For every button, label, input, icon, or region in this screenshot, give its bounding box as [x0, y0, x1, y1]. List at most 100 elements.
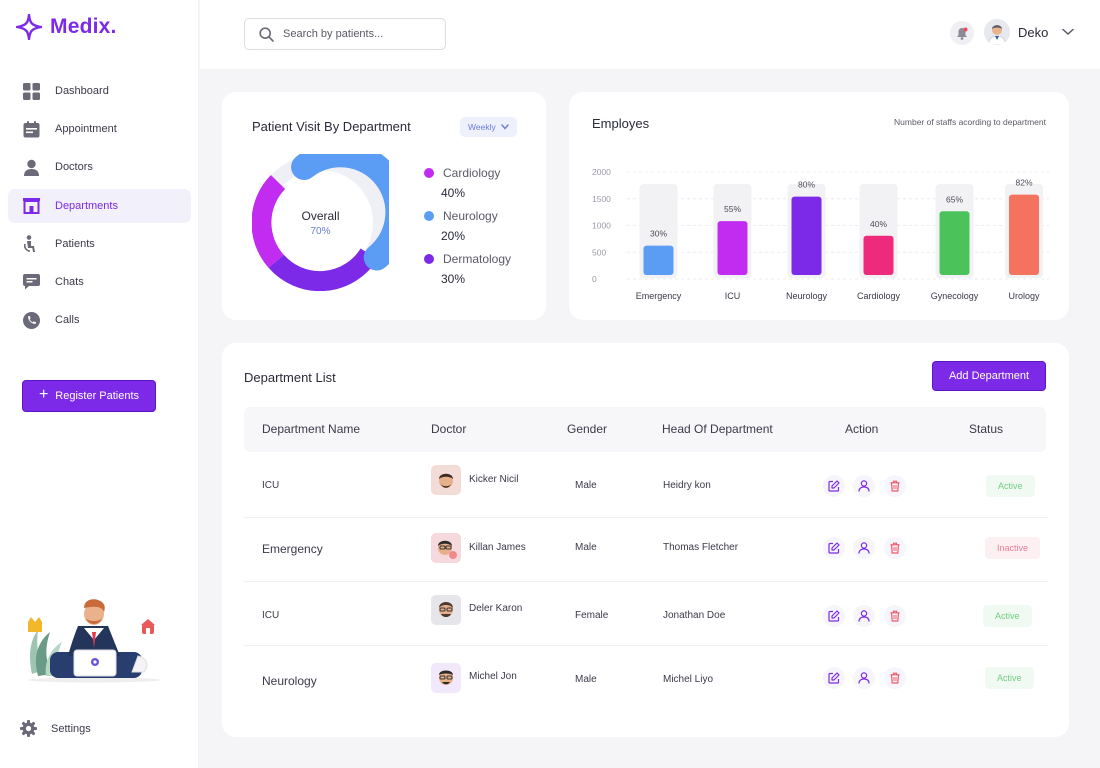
legend-value: 20% [441, 229, 466, 243]
sidebar-item-label: Dashboard [55, 85, 109, 97]
department-name: ICU [262, 610, 280, 621]
x-tick-label: Emergency [636, 291, 682, 301]
doctor-avatar [431, 533, 461, 563]
sidebar-item-label: Calls [55, 314, 80, 327]
gender: Male [575, 674, 597, 685]
view-profile-button[interactable] [853, 667, 875, 689]
status-badge: Active [986, 475, 1035, 497]
edit-icon [828, 610, 840, 622]
edit-button[interactable] [823, 605, 845, 627]
bar-neurology [791, 196, 822, 275]
legend-item-dermatology: Dermatology 30% [424, 252, 511, 286]
trash-icon [890, 542, 900, 554]
delete-button[interactable] [884, 605, 906, 627]
table-row[interactable]: ICU Deler Karon Female Jonathan Doe Acti… [244, 582, 1048, 646]
notification-button[interactable] [950, 21, 974, 45]
table-row[interactable]: Neurology Michel Jon Male Michel Liyo Ac… [244, 646, 1048, 710]
legend-dot [424, 211, 434, 221]
user-icon [22, 158, 40, 176]
settings-label: Settings [51, 722, 91, 735]
x-tick-label: Neurology [786, 291, 828, 301]
legend-dot [424, 254, 434, 264]
column-header[interactable]: Department Name [262, 422, 361, 436]
delete-button[interactable] [884, 537, 906, 559]
sidebar-item-calls[interactable]: Calls [8, 303, 191, 337]
top-header: Deko [200, 0, 1100, 69]
sidebar-item-label: Appointment [55, 123, 117, 136]
card-subtitle: Number of staffs acording to department [894, 117, 1046, 127]
sidebar-item-departments[interactable]: Departments [8, 188, 191, 223]
search-icon [259, 26, 274, 42]
head-of-department: Michel Liyo [663, 674, 714, 685]
delete-button[interactable] [884, 475, 906, 497]
column-header[interactable]: Gender [567, 422, 608, 436]
bar-cardiology [863, 235, 894, 275]
bar-emergency [643, 245, 674, 275]
weekly-filter-dropdown[interactable]: Weekly [460, 117, 517, 137]
settings-item[interactable]: Settings [20, 720, 91, 737]
x-tick-label: Urology [1008, 291, 1040, 301]
logo[interactable]: Medix. [16, 14, 117, 40]
gear-icon [20, 720, 37, 737]
donut-slice-neurology [291, 154, 389, 271]
patient-icon [22, 235, 40, 253]
doctor-avatar [431, 465, 461, 495]
status-badge: Inactive [985, 537, 1041, 559]
avatar [984, 19, 1010, 45]
y-tick-label: 500 [592, 247, 606, 257]
filter-label: Weekly [468, 122, 496, 132]
legend-item-cardiology: Cardiology 40% [424, 166, 511, 200]
table-row[interactable]: Emergency Killan James Male Thomas Fletc… [244, 518, 1048, 582]
delete-button[interactable] [884, 667, 906, 689]
user-outline-icon [858, 542, 870, 554]
card-title: Department List [244, 370, 336, 385]
calendar-icon [22, 120, 40, 138]
gender: Male [575, 542, 597, 553]
register-patients-button[interactable]: + Register Patients [22, 380, 156, 412]
doctor-avatar [431, 595, 461, 625]
sidebar-item-doctors[interactable]: Doctors [8, 150, 191, 184]
column-header[interactable]: Head Of Department [662, 422, 773, 436]
sidebar-item-appointment[interactable]: Appointment [8, 112, 191, 146]
column-header[interactable]: Doctor [431, 422, 467, 436]
user-outline-icon [858, 610, 870, 622]
search-input[interactable] [283, 28, 433, 40]
head-of-department: Thomas Fletcher [663, 542, 739, 553]
edit-icon [828, 542, 840, 554]
gender: Female [575, 610, 609, 621]
view-profile-button[interactable] [853, 537, 875, 559]
search-box[interactable] [244, 18, 446, 50]
register-patients-label: Register Patients [55, 390, 140, 402]
user-menu[interactable]: Deko [984, 19, 1075, 45]
sidebar: Medix. Dashboard Appointment Doctors Dep… [0, 0, 199, 768]
table-row[interactable]: ICU Kicker Nicil Male Heidry kon Active [244, 454, 1048, 518]
column-header[interactable]: Action [845, 422, 879, 436]
edit-icon [828, 672, 840, 684]
column-header[interactable]: Status [969, 422, 1004, 436]
x-tick-label: Gynecology [931, 291, 979, 301]
trash-icon [890, 480, 900, 492]
x-tick-label: Cardiology [857, 291, 901, 301]
doctor-name: Kicker Nicil [469, 474, 519, 485]
view-profile-button[interactable] [853, 475, 875, 497]
chevron-down-icon [1062, 28, 1075, 36]
edit-button[interactable] [823, 667, 845, 689]
sidebar-item-label: Patients [55, 237, 95, 250]
add-department-button[interactable]: Add Department [932, 361, 1046, 391]
bar-value-label: 30% [650, 229, 667, 239]
edit-button[interactable] [823, 537, 845, 559]
table-header: Department Name Doctor Gender Head Of De… [244, 407, 1046, 452]
department-name: Neurology [262, 674, 317, 688]
user-name: Deko [1018, 24, 1049, 40]
employees-bar-chart: 2000 1500 1000 500 0 30% Emergency 55% ICU 80% Neu… [592, 167, 1049, 301]
edit-button[interactable] [823, 475, 845, 497]
sidebar-item-chats[interactable]: Chats [8, 265, 191, 299]
view-profile-button[interactable] [853, 605, 875, 627]
y-tick-label: 0 [592, 274, 597, 284]
sidebar-item-dashboard[interactable]: Dashboard [8, 74, 191, 108]
legend-name: Neurology [443, 209, 498, 223]
sidebar-nav: Dashboard Appointment Doctors Department… [8, 74, 191, 341]
edit-icon [828, 480, 840, 492]
bar-urology [1009, 194, 1039, 275]
sidebar-item-patients[interactable]: Patients [8, 227, 191, 261]
